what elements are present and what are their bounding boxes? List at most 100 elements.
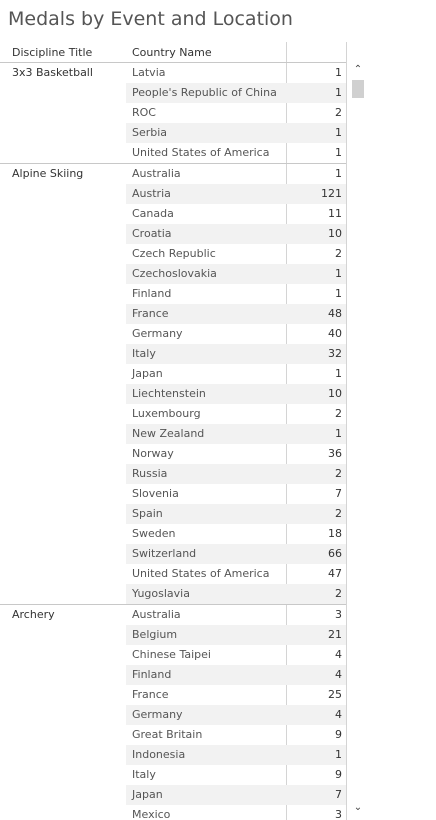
table-row[interactable]: Italy 32: [126, 344, 346, 364]
count-cell: 4: [335, 648, 342, 661]
table-row[interactable]: Australia 3: [126, 605, 346, 625]
count-cell: 9: [335, 768, 342, 781]
country-cell: Chinese Taipei: [132, 648, 211, 661]
table-row[interactable]: Croatia 10: [126, 224, 346, 244]
count-cell: 1: [335, 367, 342, 380]
table-row[interactable]: France 48: [126, 304, 346, 324]
country-cell: Australia: [132, 608, 181, 621]
table-row[interactable]: Serbia 1: [126, 123, 346, 143]
count-cell: 7: [335, 487, 342, 500]
table-row[interactable]: Russia 2: [126, 464, 346, 484]
country-cell: Belgium: [132, 628, 178, 641]
vertical-scrollbar[interactable]: ⌃ ⌄: [350, 62, 366, 820]
country-cell: Latvia: [132, 66, 166, 79]
country-cell: Canada: [132, 207, 174, 220]
count-cell: 32: [328, 347, 342, 360]
count-cell: 40: [328, 327, 342, 340]
table-row[interactable]: United States of America 1: [126, 143, 346, 163]
table-row[interactable]: People's Republic of China 1: [126, 83, 346, 103]
count-cell: 1: [335, 748, 342, 761]
country-cell: Liechtenstein: [132, 387, 206, 400]
count-cell: 3: [335, 808, 342, 820]
column-divider-right: [346, 42, 347, 820]
country-cell: Czech Republic: [132, 247, 216, 260]
table-row[interactable]: Japan 1: [126, 364, 346, 384]
table-row[interactable]: Czech Republic 2: [126, 244, 346, 264]
count-cell: 2: [335, 507, 342, 520]
table-row[interactable]: Great Britain 9: [126, 725, 346, 745]
discipline-group: Alpine Skiing Australia 1 Austria 121 Canada 1…: [0, 163, 346, 604]
discipline-group: Archery Australia 3 Belgium 21 Chinese Taipei…: [0, 604, 346, 820]
count-cell: 1: [335, 287, 342, 300]
table-header: Discipline Title Country Name: [0, 42, 346, 64]
chevron-down-icon[interactable]: ⌄: [353, 802, 363, 813]
table-row[interactable]: Canada 11: [126, 204, 346, 224]
country-cell: Luxembourg: [132, 407, 201, 420]
table-row[interactable]: Czechoslovakia 1: [126, 264, 346, 284]
country-cell: Finland: [132, 668, 172, 681]
country-cell: Russia: [132, 467, 168, 480]
header-country[interactable]: Country Name: [132, 46, 212, 59]
count-cell: 47: [328, 567, 342, 580]
count-cell: 1: [335, 146, 342, 159]
country-cell: Serbia: [132, 126, 168, 139]
table-row[interactable]: ROC 2: [126, 103, 346, 123]
table-row[interactable]: Germany 40: [126, 324, 346, 344]
table-row[interactable]: France 25: [126, 685, 346, 705]
table-row[interactable]: Germany 4: [126, 705, 346, 725]
count-cell: 36: [328, 447, 342, 460]
table-row[interactable]: Mexico 3: [126, 805, 346, 820]
table-row[interactable]: Finland 4: [126, 665, 346, 685]
count-cell: 18: [328, 527, 342, 540]
table-row[interactable]: Belgium 21: [126, 625, 346, 645]
country-cell: Sweden: [132, 527, 176, 540]
table-row[interactable]: Switzerland 66: [126, 544, 346, 564]
count-cell: 25: [328, 688, 342, 701]
discipline-label[interactable]: Alpine Skiing: [12, 167, 84, 180]
count-cell: 48: [328, 307, 342, 320]
table-row[interactable]: Latvia 1: [126, 63, 346, 83]
scroll-thumb[interactable]: [352, 80, 364, 98]
table-body[interactable]: 3x3 Basketball Latvia 1 People's Republic o…: [0, 62, 346, 820]
table-row[interactable]: New Zealand 1: [126, 424, 346, 444]
table-row[interactable]: Luxembourg 2: [126, 404, 346, 424]
table-row[interactable]: Japan 7: [126, 785, 346, 805]
count-cell: 4: [335, 668, 342, 681]
table-row[interactable]: Yugoslavia 2: [126, 584, 346, 604]
count-cell: 1: [335, 427, 342, 440]
table-row[interactable]: United States of America 47: [126, 564, 346, 584]
table-row[interactable]: Spain 2: [126, 504, 346, 524]
country-cell: Italy: [132, 347, 156, 360]
country-cell: ROC: [132, 106, 156, 119]
discipline-label[interactable]: 3x3 Basketball: [12, 66, 93, 79]
discipline-label[interactable]: Archery: [12, 608, 55, 621]
table-row[interactable]: Italy 9: [126, 765, 346, 785]
country-cell: Indonesia: [132, 748, 186, 761]
table-row[interactable]: Australia 1: [126, 164, 346, 184]
country-cell: United States of America: [132, 567, 270, 580]
count-cell: 2: [335, 247, 342, 260]
table-row[interactable]: Norway 36: [126, 444, 346, 464]
country-cell: Japan: [132, 367, 163, 380]
count-cell: 2: [335, 587, 342, 600]
table-row[interactable]: Slovenia 7: [126, 484, 346, 504]
country-cell: United States of America: [132, 146, 270, 159]
table-row[interactable]: Liechtenstein 10: [126, 384, 346, 404]
country-cell: Germany: [132, 708, 183, 721]
country-cell: Yugoslavia: [132, 587, 190, 600]
count-cell: 121: [321, 187, 342, 200]
country-cell: Australia: [132, 167, 181, 180]
header-discipline[interactable]: Discipline Title: [12, 46, 93, 59]
table-row[interactable]: Finland 1: [126, 284, 346, 304]
country-cell: France: [132, 307, 169, 320]
table-row[interactable]: Indonesia 1: [126, 745, 346, 765]
chevron-up-icon[interactable]: ⌃: [353, 64, 363, 75]
country-cell: Mexico: [132, 808, 171, 820]
table-row[interactable]: Sweden 18: [126, 524, 346, 544]
count-cell: 3: [335, 608, 342, 621]
count-cell: 4: [335, 708, 342, 721]
country-cell: Finland: [132, 287, 172, 300]
table-row[interactable]: Austria 121: [126, 184, 346, 204]
table-row[interactable]: Chinese Taipei 4: [126, 645, 346, 665]
country-cell: Czechoslovakia: [132, 267, 217, 280]
